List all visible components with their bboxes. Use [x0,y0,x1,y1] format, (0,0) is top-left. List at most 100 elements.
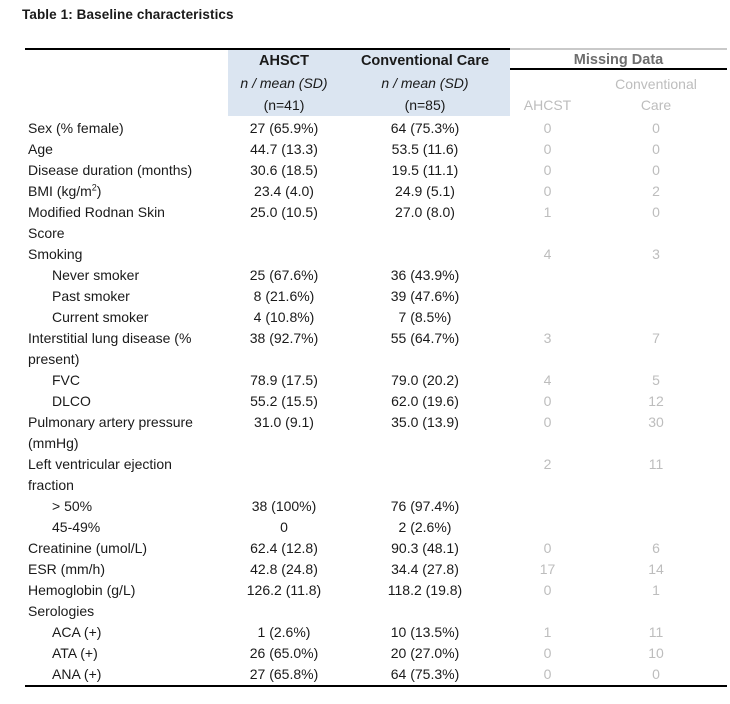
missing-conventional-value: 12 [648,393,664,409]
ahsct-value: 0 [280,519,288,535]
table-row: FVC 78.9 (17.5) 79.0 (20.2) 4 5 [25,370,727,391]
conventional-care-value: 55 (64.7%) [390,330,460,346]
table-row: > 50% 38 (100%) 76 (97.4%) [25,496,727,517]
table-row: Interstitial lung disease (% present) 38 … [25,328,727,370]
table-row: Age 44.7 (13.3) 53.5 (11.6) 0 0 [25,139,727,160]
row-label: Smoking [28,246,83,262]
conventional-subheader: n / mean (SD) (n=85) [340,72,510,116]
missing-ahcst-value: 17 [539,561,556,577]
column-group-ahsct: AHSCT [228,48,340,72]
missing-conventional-value: 11 [648,456,664,472]
missing-ahcst-value: 0 [543,120,552,136]
ahsct-n-label: (n=41) [263,97,305,113]
ahsct-value: 31.0 (9.1) [254,414,314,430]
row-label: Never smoker [52,267,140,283]
conventional-care-value: 64 (75.3%) [390,666,460,682]
missing-conventional-value: 0 [652,141,660,157]
conventional-care-value: 7 (8.5%) [398,309,452,325]
missing-conventional-value: 3 [652,246,660,262]
missing-conventional-value: 0 [652,666,660,682]
ahsct-value: 25.0 (10.5) [250,204,318,220]
missing-conventional-value: 14 [648,561,664,577]
conventional-care-value: 2 (2.6%) [398,519,452,535]
row-label: ATA (+) [52,645,98,661]
missing-ahcst-value: 4 [543,246,552,262]
missing-conventional-value: 0 [652,120,660,136]
ahsct-value: 126.2 (11.8) [246,582,322,598]
conventional-care-value: 79.0 (20.2) [391,372,459,388]
column-group-conventional-care: Conventional Care [340,48,510,72]
missing-ahcst-value: 0 [543,540,552,556]
conventional-care-value: 35.0 (13.9) [391,414,459,430]
table-row: ATA (+) 26 (65.0%) 20 (27.0%) 0 10 [25,643,727,664]
ahsct-value: 44.7 (13.3) [250,141,318,157]
table-row: Disease duration (months) 30.6 (18.5) 19.5… [25,160,727,181]
superscript: 2 [91,182,97,193]
ahsct-value: 30.6 (18.5) [250,162,318,178]
missing-ahcst-value: 3 [543,330,552,346]
row-label: Pulmonary artery pressure (mmHg) [28,414,193,451]
missing-ahcst-value: 0 [543,666,552,682]
header-spacer-cell [25,72,228,116]
missing-conventional-value: 1 [652,582,660,598]
conventional-care-value: 53.5 (11.6) [391,141,459,157]
table-caption: Table 1: Baseline characteristics [22,7,234,22]
missing-conventional-value: 10 [648,645,664,661]
missing-conventional-subheader: Conventional Care [615,76,697,113]
conventional-measure-label: n / mean (SD) [381,75,469,91]
missing-ahcst-value: 1 [543,204,552,220]
row-label: > 50% [52,498,93,514]
conventional-care-value: 27.0 (8.0) [395,204,455,220]
row-label: ESR (mm/h) [28,561,105,577]
ahsct-value: 4 (10.8%) [253,309,315,325]
missing-ahcst-value: 0 [543,582,552,598]
table-header-row-subheaders: n / mean (SD) (n=41) n / mean (SD) (n=85… [25,72,727,116]
missing-conventional-value: 0 [652,204,660,220]
conventional-care-value: 10 (13.5%) [390,624,460,640]
missing-conventional-value: 0 [652,162,660,178]
row-label: Creatinine (umol/L) [28,540,148,556]
ahsct-value: 62.4 (12.8) [250,540,318,556]
row-label: Disease duration (months) [28,162,193,178]
row-label: Current smoker [52,309,149,325]
table-row: DLCO 55.2 (15.5) 62.0 (19.6) 0 12 [25,391,727,412]
table-row: Serologies [25,601,727,622]
row-label: Serologies [28,603,95,619]
ahsct-measure-label: n / mean (SD) [240,75,328,91]
missing-conventional-value: 7 [652,330,660,346]
conventional-care-value: 118.2 (19.8) [387,582,463,598]
table-row: BMI (kg/m2) 23.4 (4.0) 24.9 (5.1) 0 2 [25,181,727,202]
conventional-n-label: (n=85) [404,97,446,113]
ahsct-value: 26 (65.0%) [249,645,319,661]
missing-conventional-value: 6 [652,540,660,556]
table-row: ANA (+) 27 (65.8%) 64 (75.3%) 0 0 [25,664,727,685]
conventional-care-value: 34.4 (27.8) [391,561,459,577]
conventional-care-value: 90.3 (48.1) [391,540,459,556]
row-label: Age [28,141,53,157]
row-label: Modified Rodnan Skin Score [28,204,165,241]
ahsct-value: 38 (92.7%) [249,330,319,346]
missing-ahcst-value: 2 [543,456,552,472]
row-label: Sex (% female) [28,120,124,136]
missing-ahcst-value: 0 [543,162,552,178]
table-row: Sex (% female) 27 (65.9%) 64 (75.3%) 0 0 [25,118,727,139]
table-body: Sex (% female) 27 (65.9%) 64 (75.3%) 0 0 Age 4… [25,116,727,687]
row-label: Left ventricular ejection fraction [28,456,172,493]
table-row: ACA (+) 1 (2.6%) 10 (13.5%) 1 11 [25,622,727,643]
conventional-care-value: 39 (47.6%) [390,288,460,304]
missing-ahcst-value: 4 [543,372,552,388]
conventional-care-value: 64 (75.3%) [390,120,460,136]
missing-ahcst-value: 0 [543,414,552,430]
missing-ahcst-value: 1 [543,624,552,640]
table-row: Smoking 4 3 [25,244,727,265]
row-label: 45-49% [52,519,101,535]
table-row: Left ventricular ejection fraction 2 11 [25,454,727,496]
ahsct-value: 38 (100%) [251,498,317,514]
ahsct-value: 8 (21.6%) [253,288,315,304]
table-row: Modified Rodnan Skin Score 25.0 (10.5) 27.… [25,202,727,244]
ahsct-value: 1 (2.6%) [257,624,311,640]
ahsct-value: 23.4 (4.0) [254,183,314,199]
column-group-missing-data: Missing Data [510,48,727,70]
conventional-care-value: 76 (97.4%) [390,498,460,514]
table-row: Current smoker 4 (10.8%) 7 (8.5%) [25,307,727,328]
